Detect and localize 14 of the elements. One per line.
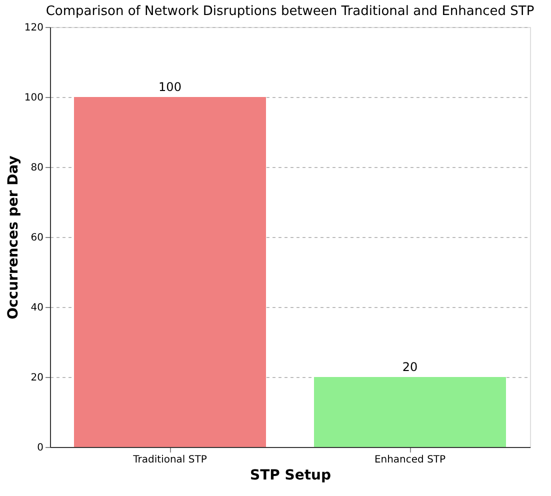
y-axis-title: Occurrences per Day — [5, 156, 22, 320]
chart-title: Comparison of Network Disruptions between Traditional and Enhanced STP — [46, 4, 534, 19]
y-tick-label: 100 — [24, 92, 44, 104]
y-tick-label: 80 — [30, 162, 44, 174]
data-label: 20 — [402, 360, 418, 374]
x-tick-label: Traditional STP — [132, 454, 207, 466]
x-tick-label: Enhanced STP — [374, 454, 446, 466]
x-axis-title: STP Setup — [250, 468, 332, 484]
y-tick-label: 60 — [30, 232, 44, 244]
data-label: 100 — [158, 80, 182, 94]
y-tick-label: 40 — [30, 302, 44, 314]
y-tick-label: 0 — [37, 442, 44, 454]
y-tick-label: 20 — [30, 372, 44, 384]
y-tick-label: 120 — [24, 22, 44, 34]
